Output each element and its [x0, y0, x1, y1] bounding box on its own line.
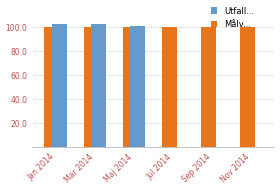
Bar	[91, 25, 106, 147]
Bar	[201, 28, 216, 147]
Bar	[240, 28, 255, 147]
Legend: Utfall..., Målv...: Utfall..., Målv...	[211, 6, 254, 29]
Bar	[123, 28, 137, 147]
Bar	[162, 28, 177, 147]
Bar	[130, 26, 145, 147]
Bar	[83, 28, 98, 147]
Bar	[45, 28, 59, 147]
Bar	[52, 25, 67, 147]
